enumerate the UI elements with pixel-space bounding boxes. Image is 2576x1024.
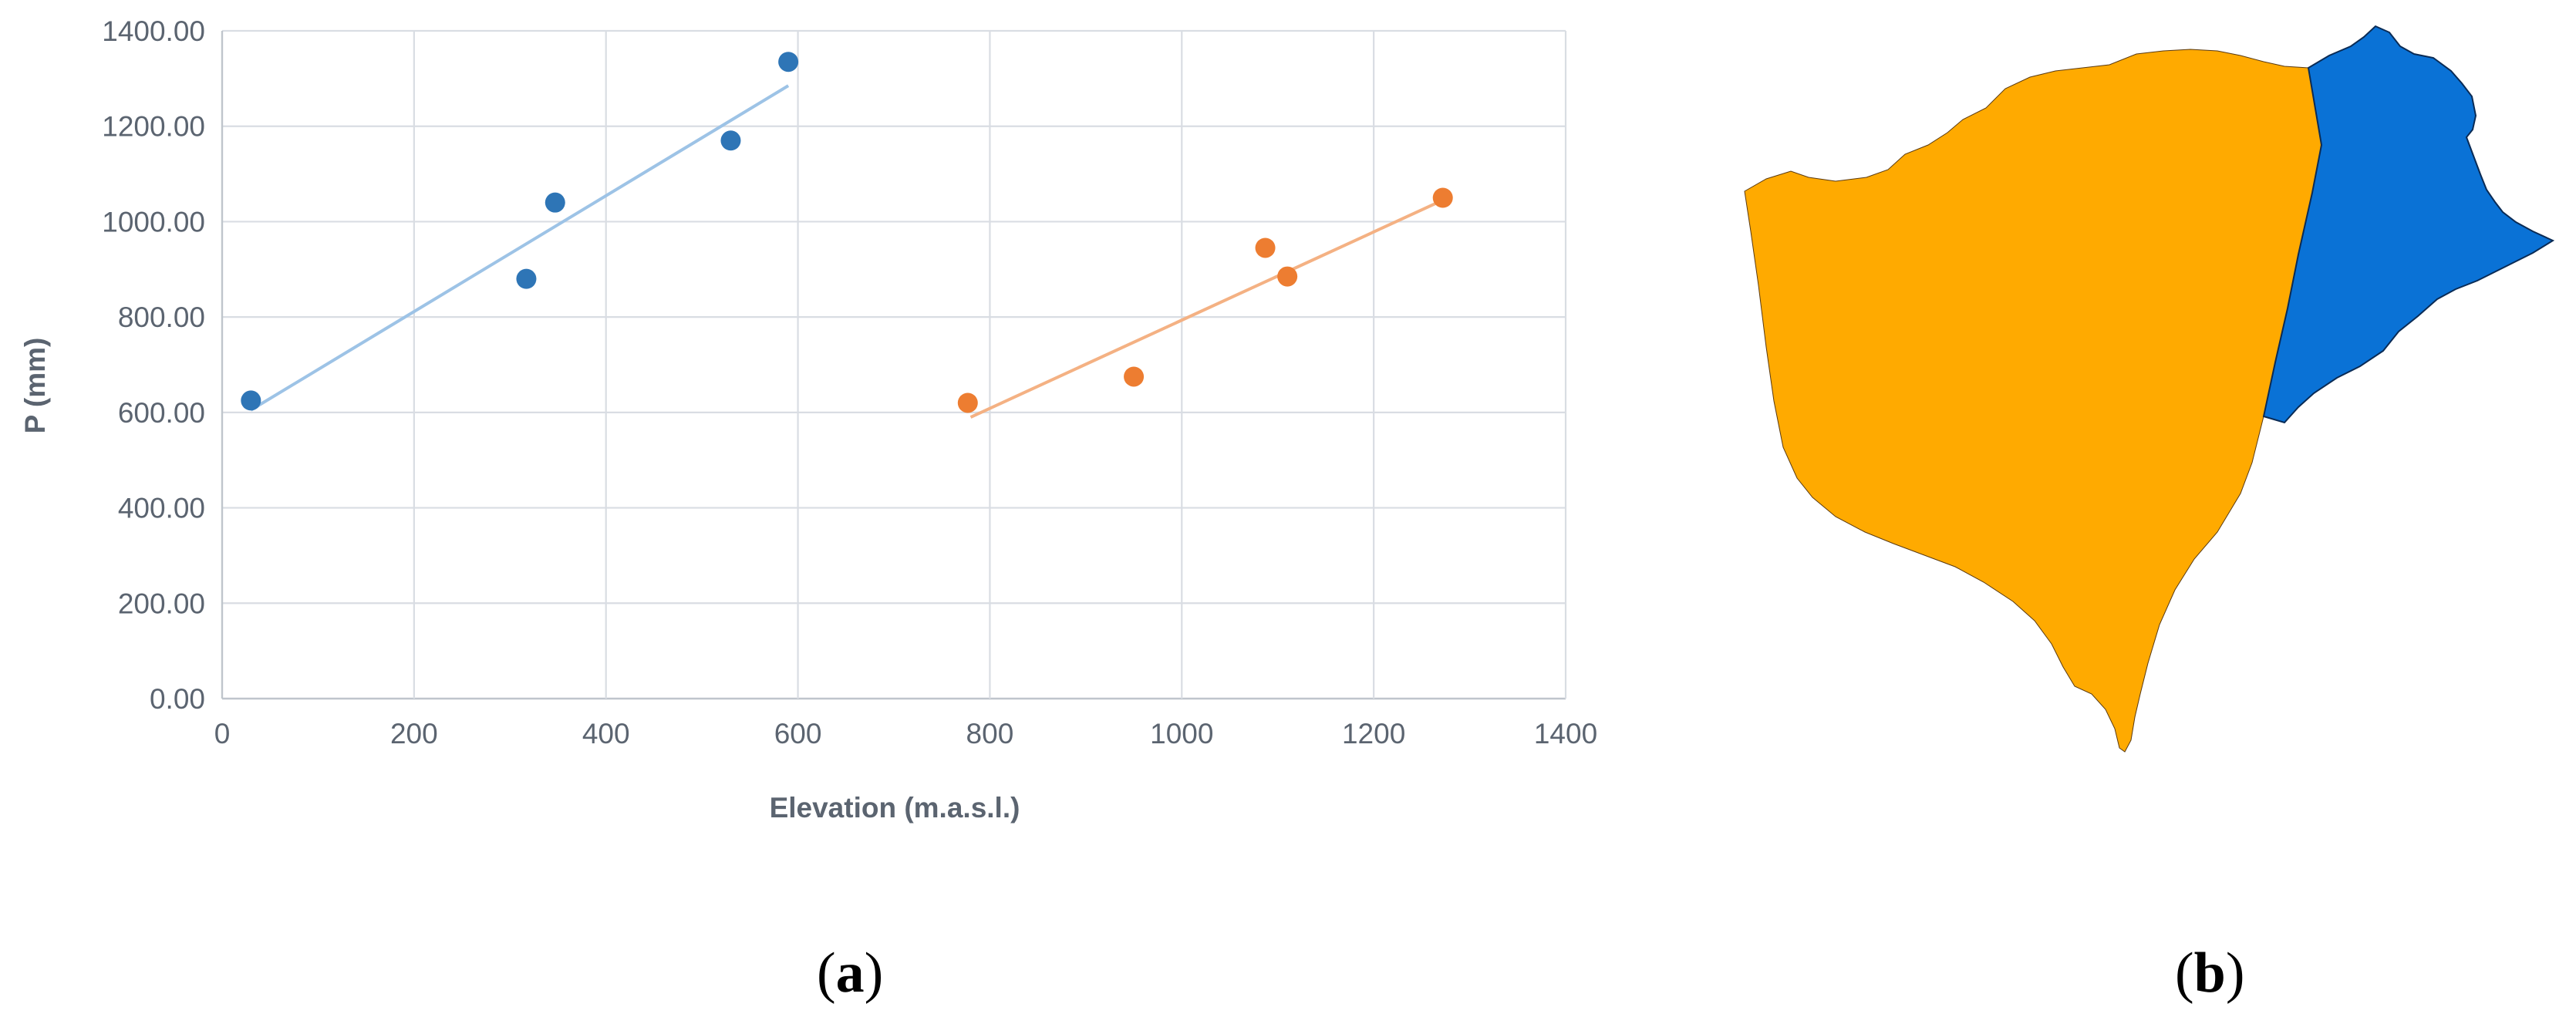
y-tick-label: 200.00 [118, 588, 205, 619]
trendline-1 [250, 84, 790, 412]
data-point-series-2 [957, 392, 978, 413]
data-point-series-1 [241, 390, 261, 411]
y-tick-label: 400.00 [118, 493, 205, 524]
y-tick-label: 1200.00 [102, 111, 205, 143]
x-tick-label: 800 [966, 718, 1014, 749]
tick-labels: 0.00 200.00 400.00 600.00 800.00 1000.00 1200.… [102, 15, 1597, 749]
data-point-series-1 [778, 52, 799, 72]
data-point-series-2 [1432, 187, 1453, 208]
panel-label-a-letter: a [835, 941, 865, 1005]
x-tick-label: 400 [582, 718, 630, 749]
trendlines [250, 84, 1444, 419]
y-tick-label: 1400.00 [102, 15, 205, 47]
data-point-series-1 [516, 268, 537, 289]
y-tick-label: 800.00 [118, 301, 205, 333]
x-tick-label: 0 [214, 718, 231, 749]
x-tick-label: 1000 [1150, 718, 1213, 749]
y-tick-label: 600.00 [118, 397, 205, 429]
map-region-west [1744, 49, 2322, 753]
y-axis-label: P (mm) [19, 338, 51, 434]
data-point-series-1 [720, 130, 741, 151]
x-tick-label: 1400 [1534, 718, 1597, 749]
x-tick-label: 200 [390, 718, 438, 749]
data-points [241, 52, 1453, 413]
panel-label-b-letter: b [2193, 941, 2226, 1005]
panel-label-b: (b) [2175, 941, 2245, 1005]
x-tick-label: 1200 [1342, 718, 1405, 749]
data-point-series-2 [1124, 366, 1145, 387]
data-point-series-1 [545, 192, 565, 213]
map-region-east [2262, 25, 2555, 424]
data-point-series-2 [1277, 266, 1298, 287]
trendline-2 [969, 198, 1444, 419]
x-axis-label: Elevation (m.a.s.l.) [770, 792, 1020, 824]
panel-label-a: (a) [817, 941, 884, 1005]
y-tick-label: 1000.00 [102, 206, 205, 237]
y-tick-label: 0.00 [150, 683, 205, 715]
grid [221, 29, 1567, 700]
x-tick-label: 600 [774, 718, 822, 749]
data-point-series-2 [1255, 237, 1276, 258]
